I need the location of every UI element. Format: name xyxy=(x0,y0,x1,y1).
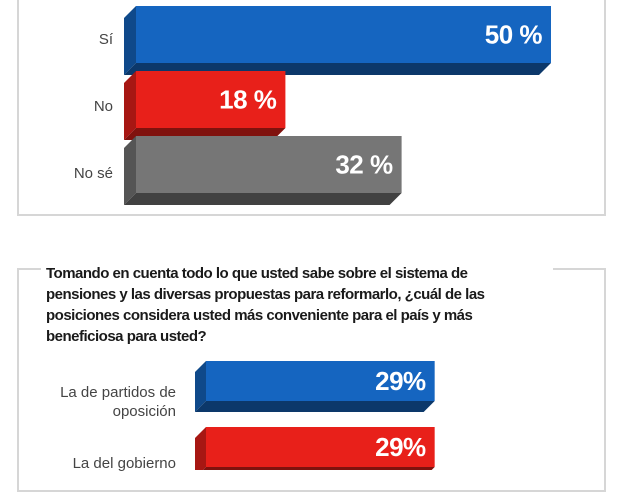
bar-chart1-1: 18 % xyxy=(124,71,286,140)
bar-chart2-0-side xyxy=(195,361,206,412)
chart-2-question: Tomando en cuenta todo lo que usted sabe… xyxy=(46,265,485,345)
bar-chart1-2: 32 % xyxy=(124,136,402,205)
category-label-gobierno: La del gobierno xyxy=(72,455,176,472)
bar-chart1-0-face xyxy=(136,6,551,63)
bar-chart1-1-side xyxy=(124,71,136,140)
bar-chart1-1-value-label: 18 % xyxy=(219,85,277,115)
category-label-no-se: No sé xyxy=(73,165,113,182)
bar-chart2-0-face xyxy=(206,361,435,401)
bar-chart2-0-bottom xyxy=(195,401,435,412)
bar-chart1-2-bottom xyxy=(124,193,402,205)
category-label-oposicion: La de partidos de oposición xyxy=(60,384,176,420)
bar-chart1-0: 50 % xyxy=(124,6,551,75)
title-gap xyxy=(41,266,553,276)
bar-chart1-0-side xyxy=(124,6,136,75)
bar-chart2-1-face xyxy=(206,427,435,467)
bar-chart1-2-face xyxy=(136,136,402,193)
bar-chart2-1-value-label: 29% xyxy=(375,432,426,462)
bar-chart1-0-value-label: 50 % xyxy=(485,20,543,50)
category-label-no: No xyxy=(93,98,113,115)
bar-chart1-1-face xyxy=(136,71,286,128)
bar-chart-canvas: 50 % 18 % 32 % 29% 29% xyxy=(124,6,551,470)
bar-chart1-2-value-label: 32 % xyxy=(335,150,393,180)
bar-chart2-0: 29% xyxy=(195,361,435,412)
category-label-si: Sí xyxy=(98,31,113,48)
bar-chart2-0-value-label: 29% xyxy=(375,366,426,396)
bar-chart2-1-bottom xyxy=(203,467,435,470)
bar-chart1-2-side xyxy=(124,136,136,205)
bar-chart2-1-side xyxy=(195,427,206,470)
bar-chart2-1: 29% xyxy=(195,427,435,470)
